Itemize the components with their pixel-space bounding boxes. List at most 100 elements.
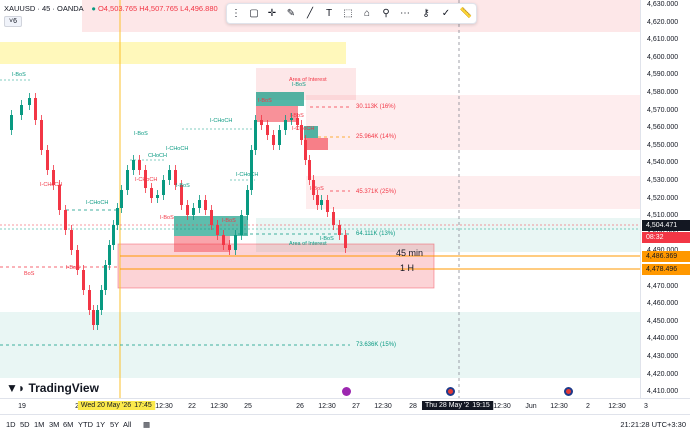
indicator-collapse-button[interactable]: ˅6 [4,16,22,27]
structure-label: I-BoS [290,113,304,119]
ruler-icon[interactable]: 📏 [459,8,473,19]
price-tick-label: 4,580.000 [647,89,679,96]
liquidity-25k-label: 25.964K (14%) [356,134,397,140]
symbol-name: XAUUSD [4,4,36,13]
area-of-interest-lower-label: Area of Interest [289,241,327,247]
candle-body [88,290,91,310]
candle-body [112,225,115,245]
ohlc-open: O4,503.765 [97,4,138,13]
candle-body [222,235,225,245]
liquidity-64k-label: 64.111K (13%) [356,231,396,237]
price-tick-label: 4,430.000 [647,353,679,360]
us-flag-icon[interactable] [446,387,455,396]
structure-label: I-BoS [258,98,272,104]
rectangle-icon[interactable]: ⬚ [343,8,353,19]
range-ytd-button[interactable]: YTD [78,420,93,429]
range-all-button[interactable]: All [123,420,132,429]
symbol-legend[interactable]: XAUUSD · 45 · OANDA ● O4,503.765 H4,507.… [4,4,218,13]
cursor-icon[interactable]: ▢ [249,8,259,19]
candle-body [116,208,119,225]
candle-body [52,170,55,185]
time-label: 12:30 [318,403,336,410]
price-tick-label: 4,530.000 [647,177,679,184]
price-axis[interactable]: 4,630.000 4,620.000 4,610.000 4,600.000 4,59… [640,0,690,398]
price-tick-label: 4,510.000 [647,212,679,220]
candle-body [266,125,269,135]
path-icon[interactable]: ⌂ [363,8,371,19]
candle-body [332,212,335,225]
structure-label: I-BoS [160,215,174,221]
range-1m-button[interactable]: 1M [34,420,45,429]
candle-body [180,185,183,205]
price-tick-label: 4,450.000 [647,317,679,325]
price-tick-label: 4,460.000 [647,300,679,308]
visibility-icon[interactable]: ✓ [441,8,451,19]
text-icon[interactable]: T [325,8,333,19]
structure-label: I-BoS [12,72,26,78]
drawing-toolbar[interactable]: ⋮ ▢ ✛ ✎ ╱ T ⬚ ⌂ ⚲ ⋯ ⚷ ✓ 📏 [226,3,477,24]
structure-label: I-CHoCH [135,177,158,183]
time-label: Jun [525,403,537,410]
range-toolbar: 1D 5D 1M 3M 6M YTD 1Y 5Y All ▦ 21:21:28 … [0,414,690,434]
range-1y-button[interactable]: 1Y [96,420,106,429]
calendar-icon[interactable]: ▦ [143,420,151,429]
range-5d-button[interactable]: 5D [20,420,30,429]
price-tick-label: 4,630.000 [647,1,679,8]
candle-body [20,105,23,115]
ohlc-high: H4,507.765 [139,4,179,13]
drag-handle-icon[interactable]: ⋮ [231,8,241,19]
price-tick-label: 4,600.000 [647,53,679,61]
candle-body [260,120,263,125]
price-tick-label: 4,490.000 [647,247,678,254]
candle-body [132,160,135,170]
candle-series [10,93,347,330]
structure-label: I-BoS [222,218,236,224]
structure-label: I-CHoCH [166,146,189,152]
price-tick-label: 4,560.000 [647,124,679,132]
clock[interactable]: 21:21:28 UTC+3:30 [620,420,686,429]
time-axis[interactable]: 19 20 Wed 20 May '26 17:45 12:30 22 12:3… [0,398,690,414]
chart-canvas[interactable]: Area of Interest Area of Interest 30.113… [0,0,640,398]
crosshair-time-label: 17:45 [131,401,155,410]
candle-body [300,125,303,140]
more-icon[interactable]: ⋯ [400,8,410,19]
time-label: 12:30 [155,403,173,410]
us-flag-icon[interactable] [564,387,573,396]
liquidity-45k-label: 45.371K (25%) [356,189,397,195]
structure-label: BoS [24,271,35,277]
structure-label: I-BoS [320,236,334,242]
candle-body [304,140,307,160]
structure-label: I-CHoCH [292,126,315,132]
candle-body [64,210,67,230]
time-label: 12:30 [493,403,511,410]
candle-body [228,245,231,250]
candle-body [156,195,159,198]
candle-body [240,215,243,235]
event-flag-icon[interactable] [342,387,351,396]
pencil-icon[interactable]: ✎ [286,8,296,19]
candle-body [144,170,147,188]
range-5y-button[interactable]: 5Y [110,420,120,429]
candle-body [40,120,43,150]
crosshair-icon[interactable]: ✛ [267,8,277,19]
brush-icon[interactable]: ⚲ [382,8,390,19]
candle-body [150,188,153,198]
range-1d-button[interactable]: 1D [6,420,16,429]
structure-label: I-BoS [292,82,306,88]
time-label: 28 [409,403,417,410]
candle-body [326,200,329,212]
candle-body [246,190,249,215]
candle-body [296,118,299,125]
range-3m-button[interactable]: 3M [49,420,60,429]
candle-body [308,160,311,180]
structure-label: I-BoS [66,265,80,271]
structure-label: I-CHoCH [236,172,259,178]
candle-countdown-tag: 08:32 [642,232,690,243]
candle-body [120,190,123,208]
structure-label: I-BoS [310,186,324,192]
range-6m-button[interactable]: 6M [63,420,74,429]
lock-icon[interactable]: ⚷ [422,8,430,19]
trend-line-icon[interactable]: ╱ [306,8,314,19]
candle-body [320,200,323,205]
price-tick-label: 4,470.000 [647,282,679,290]
